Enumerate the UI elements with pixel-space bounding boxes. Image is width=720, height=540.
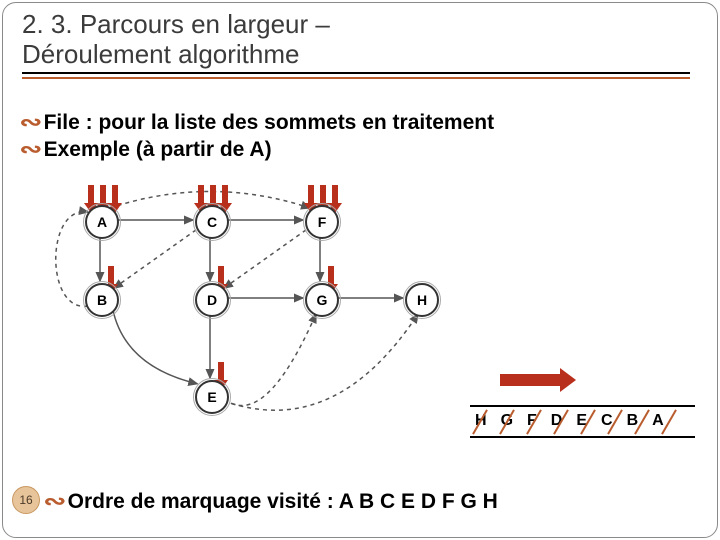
bullet-1: ∾File : pour la liste des sommets en tra… <box>22 110 690 135</box>
graph-node-g: G <box>305 283 339 317</box>
bullet-icon: ∾ <box>19 110 42 135</box>
title-underline-black <box>22 72 690 74</box>
title-line2: Déroulement algorithme <box>22 40 690 70</box>
page-number: 16 <box>12 486 40 514</box>
bullet-1-text: File : pour la liste des sommets en trai… <box>44 111 494 134</box>
graph-node-h: H <box>405 283 439 317</box>
bullets: ∾File : pour la liste des sommets en tra… <box>22 110 690 162</box>
graph-node-e: E <box>195 380 229 414</box>
bullet-icon: ∾ <box>43 489 66 514</box>
footer-text: Ordre de marquage visité : A B C E D F G… <box>68 490 498 513</box>
title-block: 2. 3. Parcours en largeur – Déroulement … <box>22 10 690 79</box>
bullet-icon: ∾ <box>19 137 42 162</box>
graph-node-d: D <box>195 283 229 317</box>
graph-diagram: ACFBDGHEHGFDECBA <box>30 180 690 490</box>
graph-node-a: A <box>85 205 119 239</box>
body-block: ∾File : pour la liste des sommets en tra… <box>22 110 690 164</box>
graph-node-c: C <box>195 205 229 239</box>
page-number-text: 16 <box>19 493 32 507</box>
footer-line: ∾Ordre de marquage visité : A B C E D F … <box>46 489 498 514</box>
title-line1: 2. 3. Parcours en largeur – <box>22 10 690 40</box>
bullet-2: ∾Exemple (à partir de A) <box>22 137 690 162</box>
graph-edges <box>30 180 690 490</box>
bullet-2-text: Exemple (à partir de A) <box>44 138 272 161</box>
title-underline-accent <box>22 77 690 79</box>
graph-node-b: B <box>85 283 119 317</box>
graph-node-f: F <box>305 205 339 239</box>
